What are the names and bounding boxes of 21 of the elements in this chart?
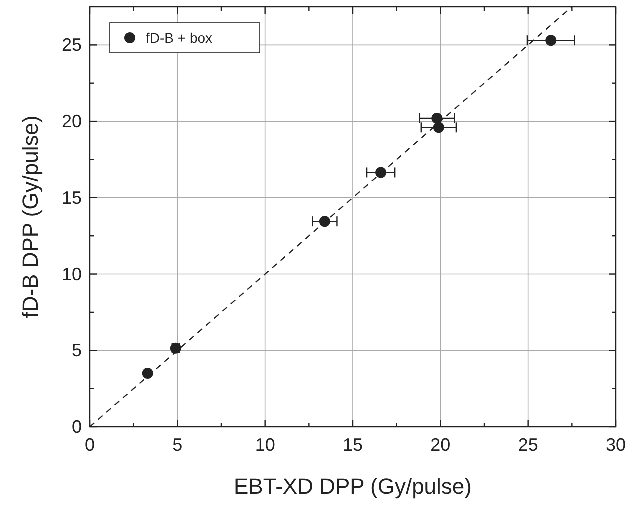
legend-label: fD-B + box [146, 30, 213, 46]
y-tick-label: 10 [62, 264, 82, 284]
y-tick-label: 15 [62, 188, 82, 208]
point [546, 35, 557, 46]
x-axis-title: EBT-XD DPP (Gy/pulse) [234, 474, 472, 499]
point [142, 368, 154, 380]
y-tick-label: 25 [62, 35, 82, 56]
point [319, 216, 330, 228]
y-axis-title: fD-B DPP (Gy/pulse) [18, 116, 43, 318]
point [376, 167, 387, 178]
x-tick-label: 25 [518, 435, 538, 455]
point [433, 122, 444, 134]
x-tick-label: 20 [430, 435, 451, 455]
x-tick-label: 0 [84, 435, 96, 455]
x-tick-label: 10 [255, 435, 276, 455]
x-tick-label: 30 [606, 435, 626, 455]
y-tick-label: 20 [62, 112, 82, 132]
y-tick-label: 5 [72, 340, 82, 361]
y-tick-label: 0 [72, 417, 82, 437]
x-tick-label: 15 [342, 435, 364, 455]
x-tick-label: 5 [172, 435, 183, 455]
